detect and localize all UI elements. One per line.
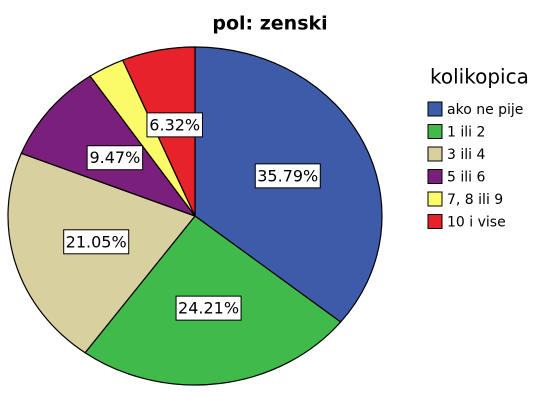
- legend-title: kolikopica: [430, 65, 529, 89]
- data-label-box: [63, 229, 130, 255]
- data-label: 24.21%: [178, 299, 239, 318]
- legend-label: 1 ili 2: [447, 125, 485, 141]
- legend-label: 10 i vise: [447, 215, 506, 231]
- legend-swatch: [427, 124, 443, 139]
- legend-swatch: [427, 191, 443, 207]
- legend-swatch: [427, 169, 443, 184]
- legend-swatch: [427, 101, 443, 117]
- chart-title: pol: zenski: [212, 13, 327, 35]
- legend-swatch: [427, 214, 443, 229]
- legend-label: 5 ili 6: [447, 170, 485, 186]
- data-label: 35.79%: [257, 166, 318, 185]
- data-label: 9.47%: [89, 148, 140, 167]
- data-label-box: [175, 295, 242, 321]
- data-label: 6.32%: [149, 115, 200, 134]
- legend-label: 7, 8 ili 9: [447, 192, 503, 208]
- legend-swatch: [427, 146, 443, 162]
- legend-label: 3 ili 4: [447, 147, 485, 163]
- data-label-box: [86, 145, 144, 171]
- data-label-box: [254, 163, 321, 189]
- legend-label: ako ne pije: [447, 102, 523, 118]
- data-label: 21.05%: [66, 232, 127, 251]
- data-label-box: [146, 112, 203, 138]
